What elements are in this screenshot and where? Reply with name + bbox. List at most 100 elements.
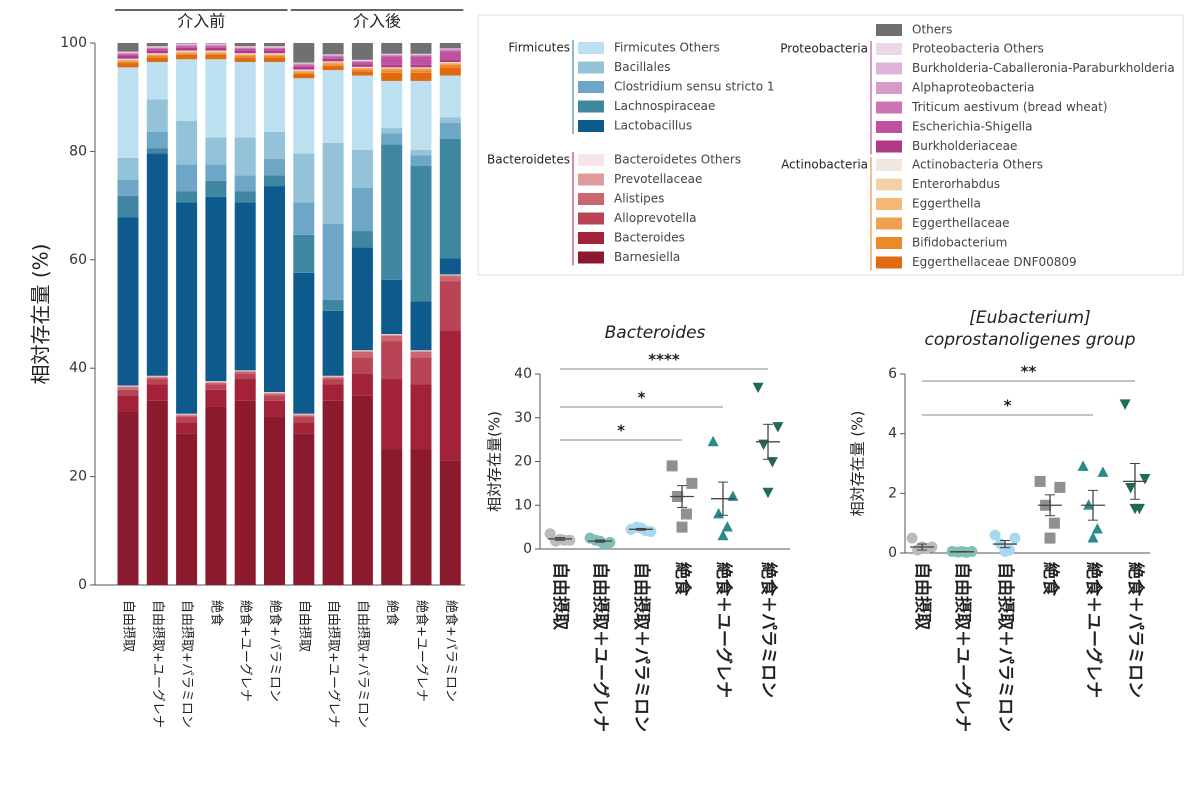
chart-title: coprostanoligenes group: [925, 330, 1136, 350]
bar-segment: [264, 54, 285, 57]
bar-segment: [322, 384, 344, 401]
bar-segment: [351, 357, 373, 374]
bar-segment: [381, 80, 403, 129]
bar-segment: [322, 375, 344, 377]
x-tick-label: 絶食: [208, 600, 224, 626]
x-tick-label: 自由摂取: [121, 600, 137, 652]
bar-segment: [293, 415, 315, 417]
bar-segment: [176, 202, 198, 414]
bar-segment: [146, 50, 168, 54]
y-axis-label: 相対存在量(%): [486, 411, 504, 512]
legend-group-label: Actinobacteria: [781, 158, 868, 172]
y-tick-label: 0: [888, 545, 897, 561]
bar-segment: [264, 392, 285, 393]
bar-segment: [381, 43, 403, 54]
legend-label: Enterorhabdus: [912, 177, 1000, 191]
bar-segment: [234, 53, 256, 54]
bar-segment: [234, 53, 256, 55]
bar-segment: [293, 202, 315, 235]
x-tick-label: 自由摂取+パラミロン: [355, 600, 371, 728]
bar-segment: [117, 60, 139, 62]
bar-segment: [146, 48, 168, 51]
bar-segment: [381, 68, 403, 70]
bar-segment: [351, 373, 373, 396]
bar-segment: [117, 53, 139, 55]
bar-segment: [176, 191, 198, 203]
bar-segment: [117, 386, 139, 388]
data-point: [1119, 399, 1131, 410]
y-tick-label: 60: [69, 252, 87, 268]
bar-segment: [117, 52, 139, 53]
x-tick-label: 絶食+ユーグレナ: [238, 600, 254, 702]
group-label: 介入後: [353, 12, 401, 31]
bar-segment: [176, 121, 198, 165]
bar-segment: [293, 234, 315, 273]
data-point: [1048, 517, 1060, 529]
bar-segment: [439, 117, 461, 123]
legend-group-label: Firmicutes: [508, 41, 570, 55]
y-tick-label: 10: [514, 497, 532, 513]
x-tick-label: 自由摂取+パラミロン: [179, 600, 195, 728]
legend-label: Proteobacteria Others: [912, 42, 1044, 56]
legend-label: Triticum aestivum (bread wheat): [911, 100, 1108, 114]
bar-segment: [234, 373, 256, 380]
legend-label: Escherichia-Shigella: [912, 120, 1033, 134]
bar-segment: [264, 48, 285, 51]
bar-segment: [410, 67, 432, 68]
bar-segment: [234, 371, 256, 374]
bar-segment: [176, 414, 198, 416]
bar-segment: [410, 351, 432, 358]
bar-segment: [146, 47, 168, 49]
bar-segment: [264, 43, 285, 47]
bar-segment: [176, 54, 198, 60]
bar-segment: [381, 70, 403, 73]
bar-segment: [293, 63, 315, 64]
legend-group-label: Proteobacteria: [780, 42, 868, 56]
bar-segment: [381, 67, 403, 68]
bar-segment: [234, 50, 256, 54]
x-tick-label: 絶食+パラミロン: [267, 600, 283, 702]
bar-segment: [264, 392, 285, 394]
bar-segment: [205, 51, 227, 53]
bar-segment: [146, 384, 168, 401]
legend-label: Bifidobacterium: [912, 236, 1007, 250]
bar-segment: [439, 138, 461, 259]
bar-segment: [322, 379, 344, 385]
bar-segment: [205, 46, 227, 48]
bar-segment: [234, 43, 256, 47]
bar-segment: [322, 61, 344, 63]
bar-segment: [439, 460, 461, 585]
y-tick-label: 80: [69, 143, 87, 159]
bar-segment: [293, 63, 315, 65]
bar-segment: [264, 53, 285, 55]
bar-segment: [264, 46, 285, 47]
bar-segment: [439, 64, 461, 68]
bar-segment: [322, 55, 344, 57]
bar-segment: [410, 155, 432, 167]
bar-segment: [146, 61, 168, 100]
data-point: [1125, 482, 1137, 494]
data-point: [717, 529, 729, 541]
bar-segment: [439, 50, 461, 52]
bar-segment: [146, 400, 168, 585]
bar-segment: [351, 395, 373, 585]
bar-segment: [234, 54, 256, 57]
legend-swatch: [876, 101, 902, 114]
bar-segment: [439, 281, 461, 331]
bar-segment: [176, 51, 198, 53]
bar-segment: [351, 60, 373, 62]
bar-segment: [439, 59, 461, 62]
bar-segment: [117, 217, 139, 386]
data-point: [1129, 503, 1141, 515]
bar-segment: [205, 47, 227, 51]
bar-segment: [146, 43, 168, 47]
legend-label: Bacteroides: [614, 231, 685, 245]
bar-segment: [439, 258, 461, 275]
legend-swatch: [578, 154, 604, 166]
legend-label: Firmicutes Others: [614, 41, 720, 55]
bar-segment: [322, 43, 344, 55]
bar-segment: [176, 44, 198, 45]
x-tick-label: 絶食: [384, 600, 400, 626]
bar-segment: [381, 334, 403, 335]
bar-segment: [205, 59, 227, 138]
